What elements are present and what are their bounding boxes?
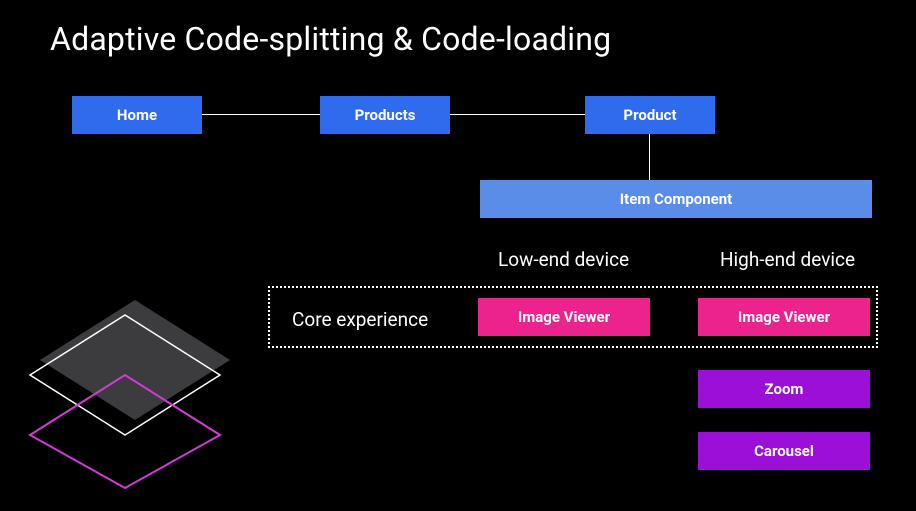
feature-carousel: Carousel <box>698 432 870 470</box>
feature-zoom-label: Zoom <box>765 380 804 398</box>
nav-node-home: Home <box>72 96 202 134</box>
edge-home-products <box>202 114 320 115</box>
feature-image-viewer-high: Image Viewer <box>698 298 870 336</box>
page-title: Adaptive Code-splitting & Code-loading <box>50 20 611 58</box>
feature-zoom: Zoom <box>698 370 870 408</box>
nav-node-products: Products <box>320 96 450 134</box>
nav-node-home-label: Home <box>117 106 157 124</box>
edge-product-item <box>649 134 650 180</box>
nav-node-products-label: Products <box>355 106 416 124</box>
nav-node-product-label: Product <box>623 106 676 124</box>
column-header-high-end: High-end device <box>720 248 855 271</box>
item-component-node: Item Component <box>480 180 872 218</box>
feature-image-viewer-high-label: Image Viewer <box>738 308 830 326</box>
edge-products-product <box>450 114 585 115</box>
item-component-label: Item Component <box>620 190 732 208</box>
nav-node-product: Product <box>585 96 715 134</box>
core-experience-label: Core experience <box>292 308 428 331</box>
column-header-low-end: Low-end device <box>498 248 629 271</box>
feature-image-viewer-low-label: Image Viewer <box>518 308 610 326</box>
feature-image-viewer-low: Image Viewer <box>478 298 650 336</box>
feature-carousel-label: Carousel <box>754 442 814 460</box>
layered-diamond-icon <box>20 290 250 490</box>
